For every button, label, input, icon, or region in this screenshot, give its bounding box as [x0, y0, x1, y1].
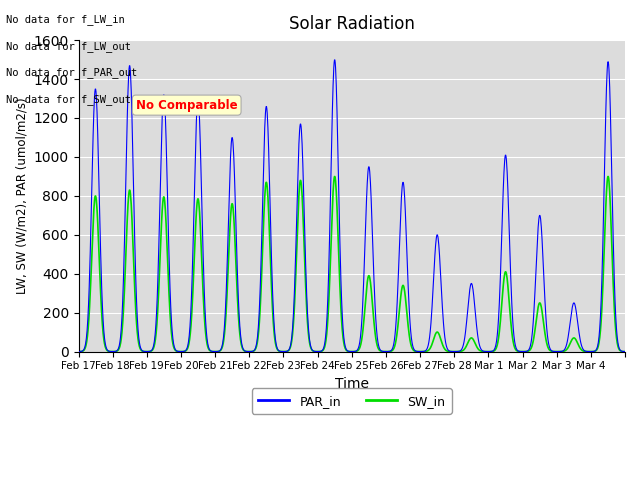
Text: No Comparable: No Comparable: [136, 98, 237, 112]
Text: No data for f_LW_out: No data for f_LW_out: [6, 41, 131, 52]
Title: Solar Radiation: Solar Radiation: [289, 15, 415, 33]
Text: No data for f_LW_in: No data for f_LW_in: [6, 14, 125, 25]
Text: No data for f_SW_out: No data for f_SW_out: [6, 94, 131, 105]
Text: No data for f_PAR_out: No data for f_PAR_out: [6, 67, 138, 78]
Y-axis label: LW, SW (W/m2), PAR (umol/m2/s): LW, SW (W/m2), PAR (umol/m2/s): [15, 97, 28, 294]
X-axis label: Time: Time: [335, 377, 369, 391]
Legend: PAR_in, SW_in: PAR_in, SW_in: [252, 388, 452, 414]
